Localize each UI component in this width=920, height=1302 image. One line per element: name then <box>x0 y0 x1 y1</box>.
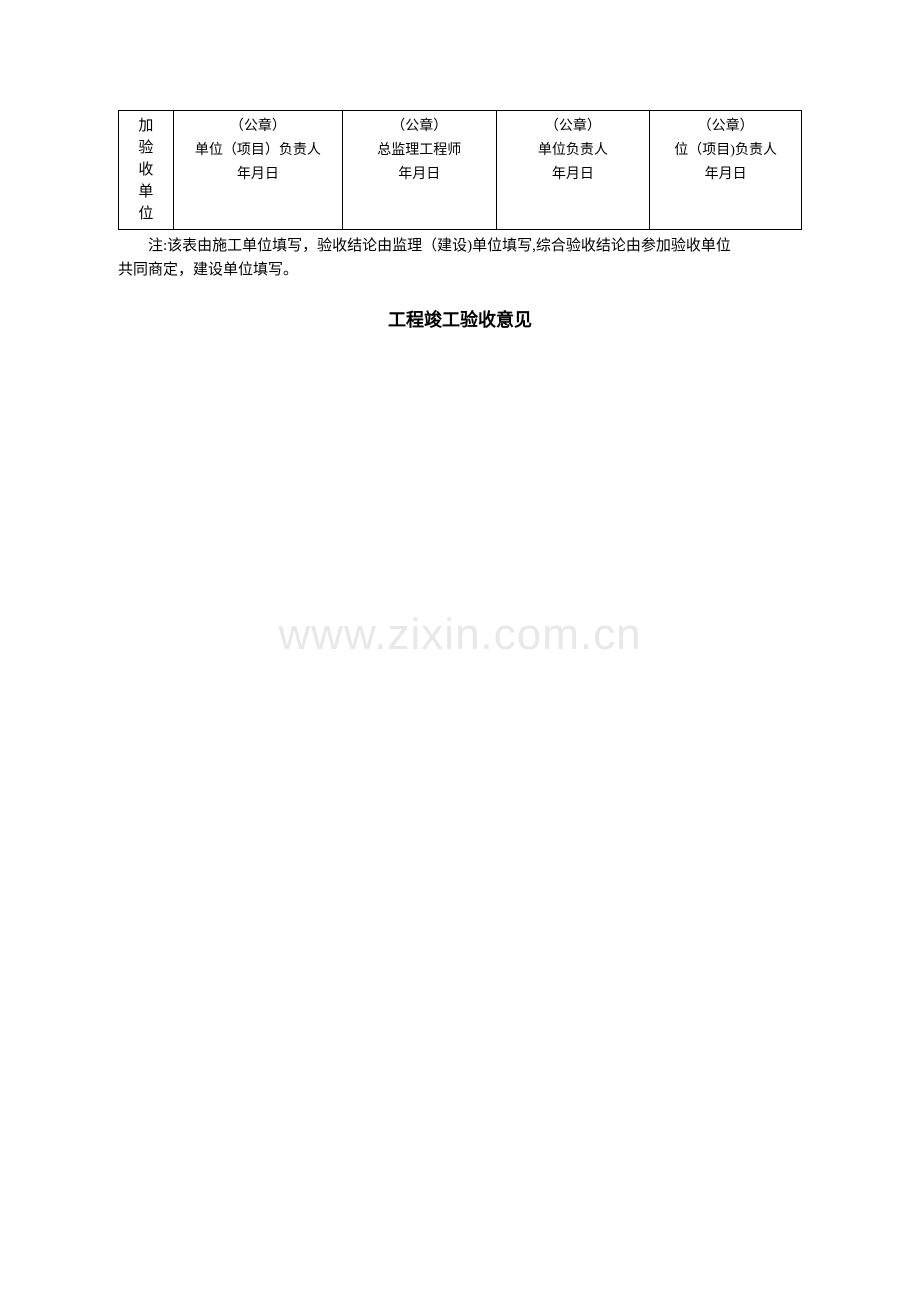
signature-cell-2: （公章） 总监理工程师 年月日 <box>342 111 496 230</box>
page-title: 工程竣工验收意见 <box>118 306 802 332</box>
date-text: 年月日 <box>178 163 338 187</box>
seal-text: （公章） <box>654 115 797 139</box>
role-text: 位（项目)负责人 <box>654 139 797 163</box>
seal-text: （公章） <box>178 115 338 139</box>
signature-cell-4: （公章） 位（项目)负责人 年月日 <box>650 111 802 230</box>
seal-text: （公章） <box>501 115 646 139</box>
label-char: 加 <box>138 115 153 137</box>
note-line-2: 共同商定，建设单位填写。 <box>118 258 802 282</box>
signature-cell-3: （公章） 单位负责人 年月日 <box>496 111 650 230</box>
role-text: 单位负责人 <box>501 139 646 163</box>
label-char: 验 <box>138 137 153 159</box>
date-text: 年月日 <box>347 163 492 187</box>
page-container: 加 验 收 单 位 （公章） 单位（项目）负责人 年月日 （公章） 总监理工程师… <box>0 0 920 332</box>
table-row: 加 验 收 单 位 （公章） 单位（项目）负责人 年月日 （公章） 总监理工程师… <box>119 111 802 230</box>
seal-text: （公章） <box>347 115 492 139</box>
date-text: 年月日 <box>654 163 797 187</box>
acceptance-table: 加 验 收 单 位 （公章） 单位（项目）负责人 年月日 （公章） 总监理工程师… <box>118 110 802 230</box>
label-char: 单 <box>138 181 153 203</box>
label-char: 位 <box>138 203 153 225</box>
role-text: 单位（项目）负责人 <box>178 139 338 163</box>
note-line-1: 注:该表由施工单位填写，验收结论由监理（建设)单位填写,综合验收结论由参加验收单… <box>118 234 802 258</box>
date-text: 年月日 <box>501 163 646 187</box>
row-label-cell: 加 验 收 单 位 <box>119 111 174 230</box>
signature-cell-1: （公章） 单位（项目）负责人 年月日 <box>173 111 342 230</box>
label-char: 收 <box>138 159 153 181</box>
watermark-text: www.zixin.com.cn <box>0 610 920 660</box>
role-text: 总监理工程师 <box>347 139 492 163</box>
row-label-text: 加 验 收 单 位 <box>123 115 169 225</box>
